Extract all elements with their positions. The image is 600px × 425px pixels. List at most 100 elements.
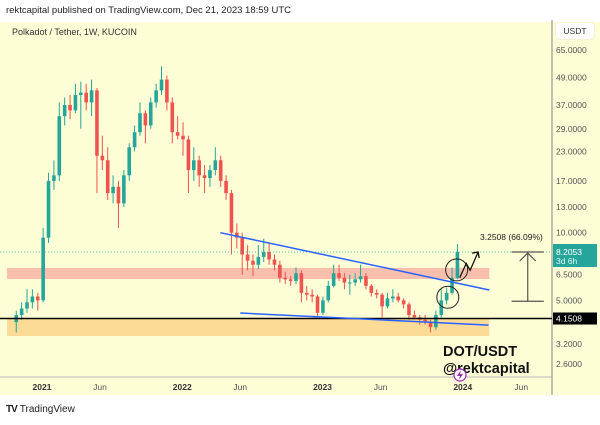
x-tick-label: 2022 <box>173 382 192 392</box>
candle-body <box>331 273 336 286</box>
candle <box>111 175 115 204</box>
candle-body <box>299 273 304 293</box>
trendline <box>240 312 489 326</box>
candle <box>19 302 24 320</box>
y-tick-label: 17.0000 <box>556 176 587 186</box>
currency-selector[interactable]: USDT <box>556 23 594 39</box>
candle <box>30 289 35 309</box>
candle-body <box>407 304 411 316</box>
candle <box>434 310 438 330</box>
candle <box>25 289 29 313</box>
candle <box>170 97 175 144</box>
candle-body <box>358 276 363 280</box>
candle-body <box>46 180 51 238</box>
candle <box>401 298 406 309</box>
candle <box>165 75 169 111</box>
candle-body <box>310 294 314 297</box>
y-tick-label: 10.0000 <box>556 228 587 238</box>
candle-body <box>218 160 223 181</box>
candle-body <box>52 175 56 181</box>
candle <box>84 83 88 111</box>
y-tick-label: 5.0000 <box>556 295 582 305</box>
candle <box>46 172 51 243</box>
publish-info: rektcapital published on TradingView.com… <box>6 5 291 16</box>
candle-body <box>380 294 384 307</box>
highlight-circle <box>445 258 469 282</box>
candle-body <box>278 264 282 278</box>
candle <box>450 267 454 295</box>
x-tick-label: 2023 <box>313 382 332 392</box>
candle-body <box>30 296 35 303</box>
candle-body <box>369 285 374 293</box>
candle <box>380 292 384 318</box>
candle-body <box>304 292 309 295</box>
candle <box>369 284 374 297</box>
x-tick-label: Jun <box>514 382 528 392</box>
candle <box>288 276 293 286</box>
candle <box>348 274 352 295</box>
candle <box>159 66 164 95</box>
candle-body <box>154 90 158 103</box>
measure-label: 3.2508 (66.09%) <box>480 232 543 242</box>
candle-body <box>315 296 320 313</box>
candle <box>364 273 368 290</box>
y-tick-label: 3.2000 <box>556 339 582 349</box>
candle <box>396 292 401 303</box>
candle <box>267 242 271 265</box>
candle-body <box>89 90 94 103</box>
candle <box>353 273 357 286</box>
candle-body <box>62 104 67 117</box>
price-chart[interactable]: 3.2508 (66.09%) 65.0000 49.0000 37.0000 29.… <box>0 20 600 400</box>
arrow-head-icon <box>472 251 480 259</box>
candle-body <box>84 92 88 103</box>
watermark-symbol: DOT/USDT <box>443 344 517 360</box>
candle <box>385 292 390 309</box>
candle <box>41 227 45 303</box>
candle <box>342 273 347 290</box>
support-zone <box>7 318 490 336</box>
candle-body <box>337 273 341 278</box>
candle-body <box>132 132 137 148</box>
candle <box>116 180 121 228</box>
candle-body <box>412 315 417 318</box>
candle-body <box>208 170 212 179</box>
candle <box>423 315 427 325</box>
candle-body <box>57 116 62 176</box>
candle <box>444 287 449 305</box>
candle-body <box>385 298 390 307</box>
candle-body <box>68 104 72 111</box>
candle <box>175 116 180 140</box>
candle <box>52 160 56 190</box>
candle-body <box>79 92 83 95</box>
tradingview-logo-icon: TV <box>6 404 18 415</box>
candle <box>202 165 207 194</box>
candle <box>122 170 126 208</box>
candle-body <box>288 279 293 281</box>
candle-body <box>191 160 196 171</box>
candle-body <box>396 296 401 301</box>
candle-body <box>224 180 228 194</box>
candle-body <box>122 175 126 204</box>
candle <box>148 97 153 129</box>
y-tick-label: 2.6000 <box>556 359 582 369</box>
candle-body <box>261 252 266 257</box>
candle-body <box>283 277 288 280</box>
candle <box>315 294 320 318</box>
candle-body <box>35 296 40 301</box>
candle-body <box>165 79 169 103</box>
x-tick-label: 2024 <box>453 382 472 392</box>
candle <box>337 264 341 281</box>
candle <box>208 165 212 187</box>
candle-body <box>159 79 164 91</box>
candle <box>294 267 298 285</box>
candle <box>35 292 40 311</box>
candle <box>358 264 363 283</box>
candle-body <box>294 273 298 281</box>
candle <box>439 289 444 318</box>
candle <box>455 244 460 280</box>
candle-body <box>229 193 234 233</box>
candle-body <box>353 279 357 283</box>
candle-body <box>434 315 438 328</box>
candle-body <box>251 260 255 265</box>
last-price-value: 8.2053 <box>556 247 582 257</box>
